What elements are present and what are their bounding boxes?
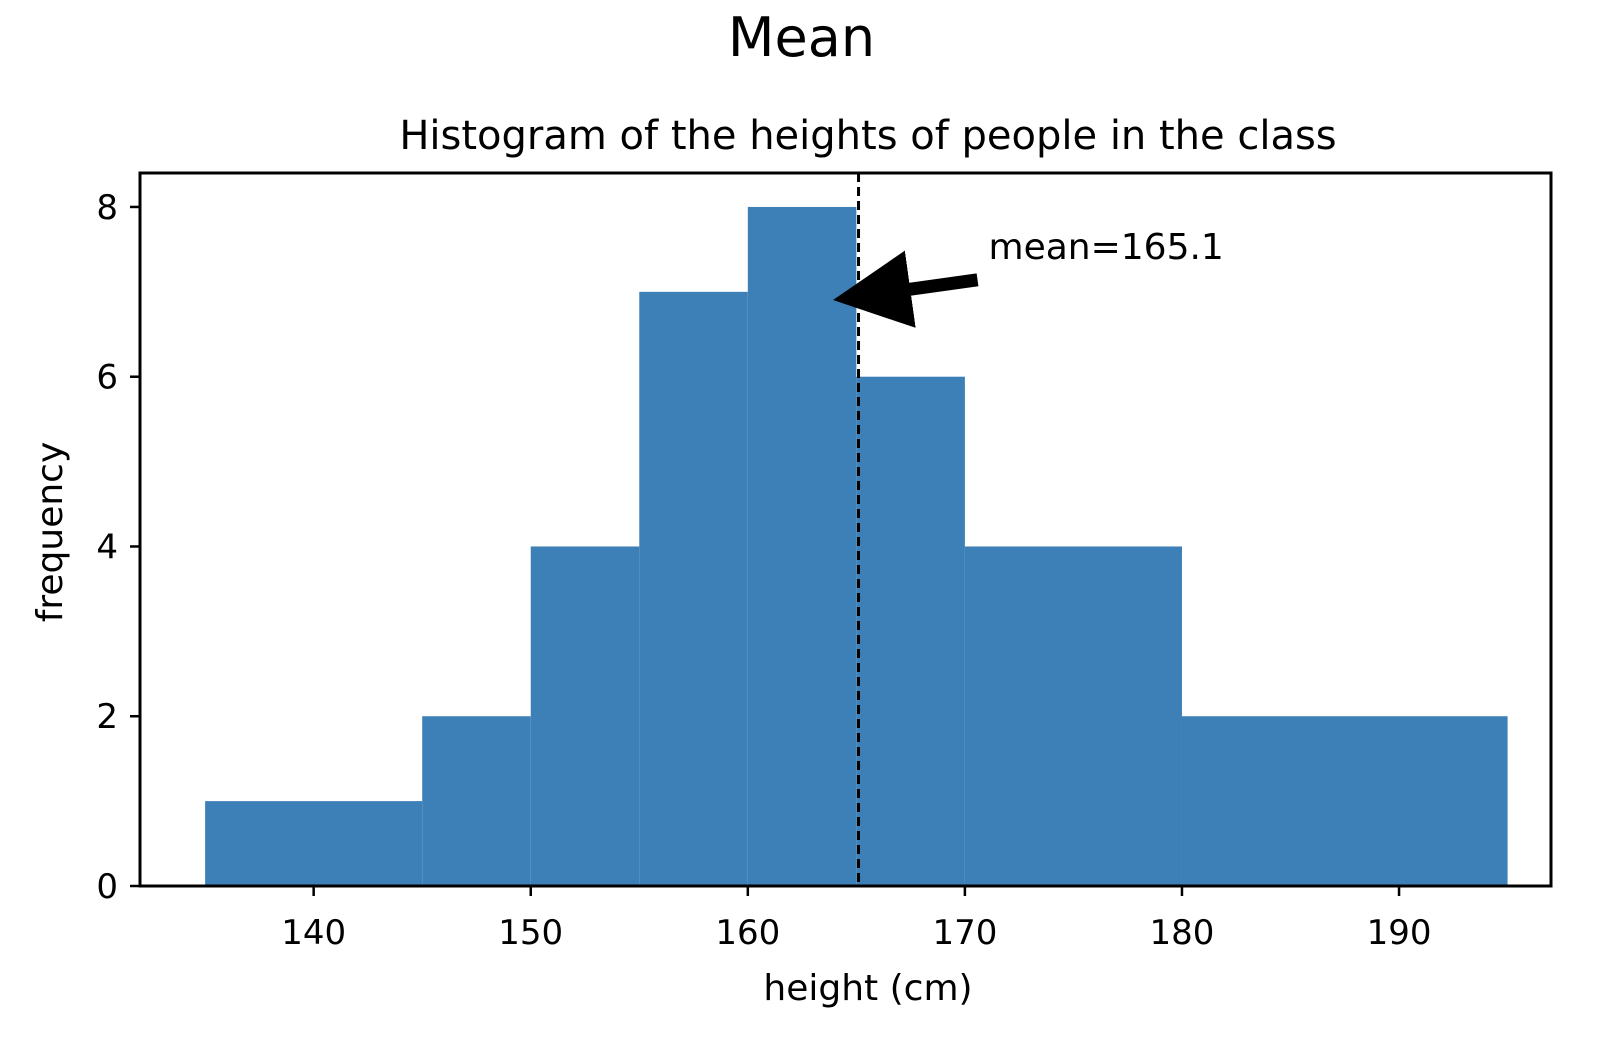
annotation-text: mean=165.1 <box>989 227 1224 268</box>
annotation-arrow <box>833 250 979 328</box>
x-tick-label-190: 190 <box>1367 913 1432 953</box>
plot-frame <box>138 171 1553 888</box>
y-axis: 0 2 4 6 8 <box>96 188 140 907</box>
x-tick-label-150: 150 <box>498 913 563 953</box>
y-tick-label-6: 6 <box>96 358 118 398</box>
y-tick-label-0: 0 <box>96 867 118 907</box>
histogram-bar-4 <box>747 206 857 886</box>
x-tick-label-160: 160 <box>715 913 780 953</box>
y-tick-label-4: 4 <box>96 527 118 567</box>
y-axis-label: frequency <box>30 442 71 623</box>
histogram-bar-7 <box>1181 716 1508 886</box>
histogram-bar-6 <box>964 546 1182 886</box>
x-axis: 140 150 160 170 180 190 <box>281 886 1431 953</box>
histogram-bar-1 <box>422 716 531 886</box>
x-axis-label: height (cm) <box>763 968 972 1009</box>
x-tick-label-140: 140 <box>281 913 346 953</box>
page-heading: Mean <box>727 6 876 69</box>
mean-annotation: mean=165.1 <box>833 227 1224 328</box>
y-tick-label-2: 2 <box>96 697 118 737</box>
x-tick-label-170: 170 <box>932 913 997 953</box>
histogram-bar-3 <box>639 291 748 886</box>
bars-layer <box>205 206 1508 886</box>
x-tick-label-180: 180 <box>1150 913 1215 953</box>
chart-title: Histogram of the heights of people in th… <box>399 113 1336 159</box>
histogram-bar-0 <box>205 801 423 886</box>
histogram-bar-2 <box>530 546 640 886</box>
y-tick-label-8: 8 <box>96 188 118 228</box>
histogram-bar-5 <box>856 376 965 886</box>
